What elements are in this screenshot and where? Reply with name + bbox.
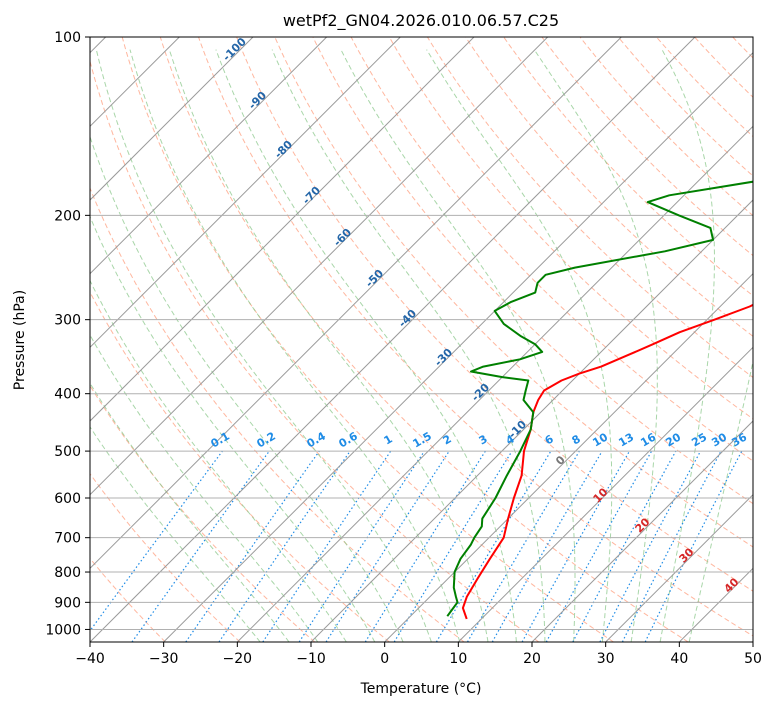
moist-adiabat-line — [90, 334, 319, 642]
isotherm-line — [90, 37, 401, 349]
x-tick-label: 20 — [523, 651, 541, 667]
mixing-ratio-line — [393, 450, 513, 642]
x-tick-label: −30 — [149, 651, 179, 667]
x-tick-label: 10 — [449, 651, 467, 667]
moist-adiabat-line — [271, 49, 546, 642]
mixing-ratio-line — [131, 450, 270, 642]
mixing-ratio-line — [572, 450, 677, 642]
x-tick-label: 40 — [670, 651, 688, 667]
y-tick-label: 900 — [54, 595, 81, 611]
mixing-ratio-line — [466, 450, 580, 642]
mixing-ratio-line — [90, 450, 223, 632]
moist-adiabat-line — [168, 49, 489, 642]
mixing-ratio-line — [435, 450, 552, 642]
dry-adiabat-line — [274, 37, 753, 548]
y-axis-label: Pressure (hPa) — [12, 290, 28, 390]
y-tick-label: 100 — [54, 30, 81, 46]
moist-adiabat-line — [340, 49, 576, 642]
x-tick-label: 0 — [380, 651, 389, 667]
moist-adiabat-line — [688, 359, 753, 642]
chart-title: wetPf2_GN04.2026.010.06.57.C25 — [283, 11, 559, 31]
dry-adiabat-line — [465, 37, 753, 337]
dry-adiabat-line — [159, 37, 689, 642]
moist-adiabat-line — [90, 135, 404, 642]
moist-adiabat-line — [215, 49, 517, 642]
plot-area — [90, 37, 753, 642]
dry-adiabat-line — [236, 37, 753, 592]
isotherm-line — [90, 37, 696, 642]
plot-frame — [89, 36, 754, 643]
x-tick-label: −40 — [75, 651, 105, 667]
dry-adiabat-line — [579, 37, 753, 217]
mixing-ratio-line — [364, 450, 486, 642]
isotherm-line — [90, 37, 254, 201]
y-tick-label: 500 — [54, 444, 81, 460]
dry-adiabat-line — [90, 472, 241, 642]
mixing-ratio-line — [491, 450, 603, 642]
dry-adiabat-line — [503, 37, 753, 297]
isotherm-line — [90, 37, 622, 570]
dry-adiabat-line — [426, 37, 753, 378]
dry-adiabat-line — [90, 291, 390, 642]
temperature-profile-line — [461, 303, 753, 620]
moist-adiabat-line — [90, 215, 376, 642]
moist-adiabat-line — [95, 49, 432, 642]
y-tick-label: 200 — [54, 208, 81, 224]
isotherm-line — [531, 420, 753, 642]
axes: −40 −30 −20 −10 0 10 20 30 40 50 100 200 300 400 500 60… — [45, 30, 762, 667]
moist-adiabat-line — [659, 49, 716, 642]
y-tick-label: 700 — [54, 531, 81, 547]
dry-adiabat-line — [90, 384, 316, 642]
isotherm-line — [605, 493, 753, 642]
dry-adiabat-line — [350, 37, 753, 462]
x-tick-label: 50 — [744, 651, 762, 667]
dewpoint-profile-line — [446, 180, 753, 617]
mixing-ratio-line — [218, 450, 351, 642]
isotherm-line — [236, 125, 753, 642]
y-tick-label: 800 — [54, 565, 81, 581]
moist-adiabat-line — [90, 279, 347, 642]
isotherm-line — [457, 346, 753, 642]
dry-adiabat-line — [90, 186, 465, 642]
isotherm-line — [90, 37, 475, 422]
y-tick-label: 1000 — [45, 622, 81, 638]
mixing-ratio-line — [185, 450, 320, 642]
x-tick-label: −20 — [223, 651, 253, 667]
y-tick-label: 400 — [54, 387, 81, 403]
mixing-ratio-line — [325, 450, 450, 642]
x-tick-label: 30 — [597, 651, 615, 667]
isotherm-line — [163, 51, 753, 642]
x-axis-label: Temperature (°C) — [360, 681, 482, 697]
isotherm-line — [310, 199, 753, 642]
y-tick-label: 300 — [54, 313, 81, 329]
dry-adiabat-line — [90, 59, 540, 642]
y-tick-label: 600 — [54, 491, 81, 507]
dry-adiabat-line — [312, 37, 753, 505]
moist-adiabat-line — [129, 49, 461, 642]
isotherm-line — [384, 272, 753, 642]
isotherm-line — [90, 37, 328, 275]
dry-adiabat-line — [121, 37, 614, 642]
moist-adiabat-line — [533, 49, 658, 642]
isotherm-line — [90, 37, 549, 496]
mixing-ratio-line — [521, 450, 631, 642]
x-tick-label: −10 — [296, 651, 326, 667]
